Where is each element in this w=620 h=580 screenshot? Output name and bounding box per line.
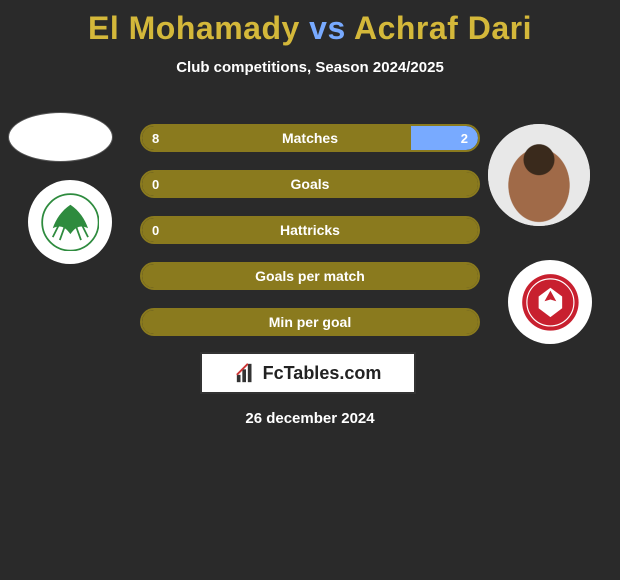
stat-bar: Min per goal bbox=[140, 308, 480, 336]
stat-label: Matches bbox=[282, 130, 338, 146]
stat-bar: 0 Goals bbox=[140, 170, 480, 198]
date-label: 26 december 2024 bbox=[0, 410, 620, 427]
eagle-crest-icon bbox=[41, 193, 100, 252]
stat-label: Hattricks bbox=[280, 222, 340, 238]
brand-box: FcTables.com bbox=[200, 352, 416, 394]
page-title: El Mohamady vs Achraf Dari bbox=[0, 0, 620, 47]
stat-label: Goals per match bbox=[255, 268, 365, 284]
comparison-card: El Mohamady vs Achraf Dari Club competit… bbox=[0, 0, 620, 580]
brand-text: FcTables.com bbox=[263, 363, 382, 384]
player1-portrait bbox=[8, 112, 113, 162]
subtitle: Club competitions, Season 2024/2025 bbox=[0, 59, 620, 76]
bar-chart-icon bbox=[235, 362, 257, 384]
stat-bar-left-fill bbox=[142, 126, 411, 150]
player1-name: El Mohamady bbox=[88, 10, 300, 46]
player2-portrait bbox=[488, 124, 590, 226]
vs-label: vs bbox=[309, 10, 346, 46]
player2-name: Achraf Dari bbox=[354, 10, 532, 46]
al-ahly-crest-icon bbox=[521, 273, 580, 332]
stat-bar: 0 Hattricks bbox=[140, 216, 480, 244]
stat-value-left: 0 bbox=[152, 177, 159, 192]
player2-face bbox=[488, 124, 590, 226]
stat-value-left: 0 bbox=[152, 223, 159, 238]
stat-bar: Goals per match bbox=[140, 262, 480, 290]
stat-value-right: 2 bbox=[461, 131, 468, 146]
stat-bars: 8 2 Matches 0 Goals 0 Hattricks Goals per match… bbox=[140, 124, 480, 354]
stat-label: Min per goal bbox=[269, 314, 351, 330]
player1-club-badge bbox=[28, 180, 112, 264]
stat-label: Goals bbox=[291, 176, 330, 192]
player2-club-badge bbox=[508, 260, 592, 344]
stat-value-left: 8 bbox=[152, 131, 159, 146]
stat-bar: 8 2 Matches bbox=[140, 124, 480, 152]
